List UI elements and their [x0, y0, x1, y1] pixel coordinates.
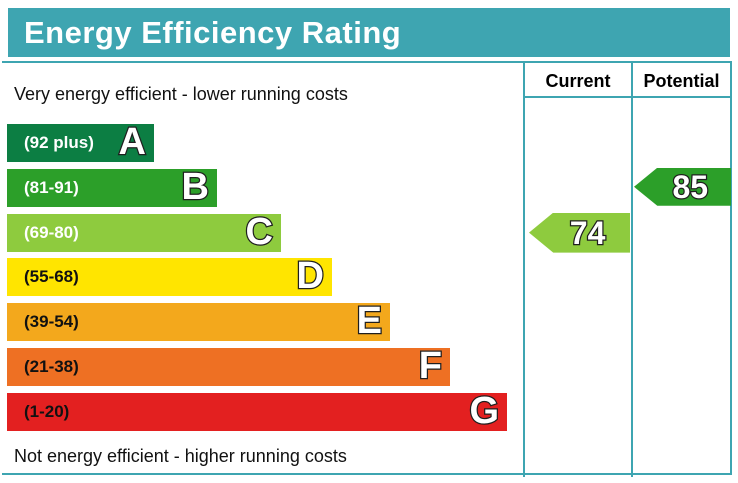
band-f: (21-38) F: [7, 345, 450, 388]
band-a: (92 plus) A: [7, 121, 154, 164]
band-c: (69-80) C: [7, 210, 281, 253]
band-f-letter: F: [418, 345, 444, 388]
band-e-letter: E: [355, 300, 383, 343]
band-b-range: (81-91): [24, 177, 79, 197]
potential-rating-value: 85: [671, 168, 709, 205]
band-g-range: (1-20): [24, 401, 70, 421]
band-g: (1-20) G: [7, 390, 507, 433]
rating-bands: (92 plus) A (81-91) B (69-80) C (55-68) …: [7, 121, 507, 438]
band-c-letter: C: [244, 210, 274, 253]
band-g-letter: G: [468, 390, 500, 433]
column-header-underline: [523, 96, 732, 98]
column-divider: [631, 61, 633, 477]
bottom-note: Not energy efficient - higher running co…: [14, 446, 347, 466]
top-note: Very energy efficient - lower running co…: [14, 84, 348, 104]
band-b-letter: B: [180, 166, 210, 209]
current-column-left-border: [523, 61, 525, 477]
band-b: (81-91) B: [7, 166, 217, 209]
band-e-range: (39-54): [24, 312, 79, 332]
band-c-range: (69-80): [24, 222, 79, 242]
title-bar: Energy Efficiency Rating: [8, 8, 730, 57]
page-title: Energy Efficiency Rating: [24, 14, 402, 50]
band-a-letter: A: [117, 121, 147, 164]
band-f-range: (21-38): [24, 356, 79, 376]
band-d: (55-68) D: [7, 255, 332, 298]
band-d-range: (55-68): [24, 267, 79, 287]
band-e: (39-54) E: [7, 300, 390, 343]
band-d-letter: D: [295, 255, 325, 298]
potential-rating-arrow: 85: [634, 167, 731, 206]
current-rating-value: 74: [569, 214, 607, 251]
potential-column-header: Potential: [643, 70, 720, 91]
current-rating-arrow: 74: [529, 212, 630, 253]
band-a-range: (92 plus): [24, 133, 94, 152]
current-column-header: Current: [545, 70, 611, 91]
